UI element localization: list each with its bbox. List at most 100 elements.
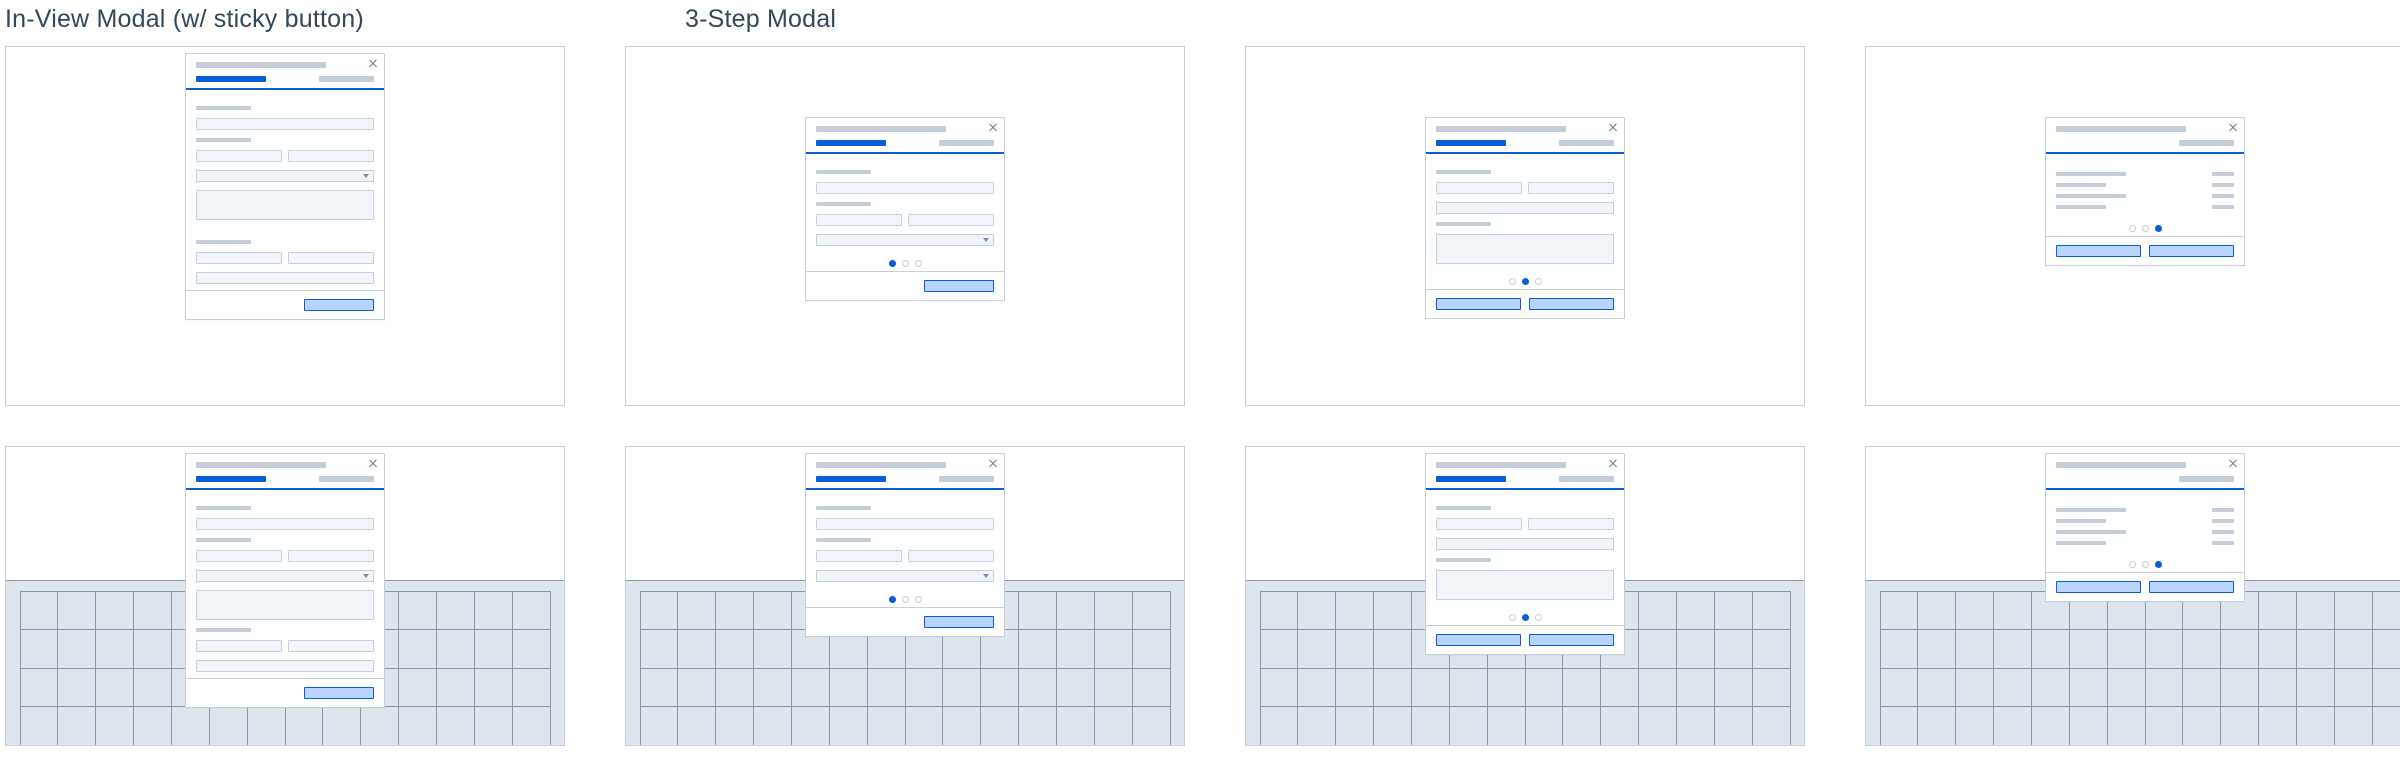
close-icon[interactable]: [988, 122, 998, 132]
keyboard-key[interactable]: [1917, 706, 1956, 746]
textarea-input[interactable]: [196, 190, 374, 220]
text-input[interactable]: [196, 550, 282, 562]
keyboard-key[interactable]: [436, 706, 475, 746]
keyboard-key[interactable]: [980, 706, 1019, 746]
keyboard-key[interactable]: [1373, 706, 1412, 746]
keyboard-key[interactable]: [20, 706, 59, 746]
keyboard-key[interactable]: [791, 668, 830, 708]
submit-button[interactable]: [304, 687, 374, 699]
keyboard-key[interactable]: [474, 668, 513, 708]
keyboard-key[interactable]: [1335, 591, 1374, 631]
keyboard-key[interactable]: [2220, 629, 2259, 669]
keyboard-key[interactable]: [2107, 706, 2146, 746]
keyboard-key[interactable]: [322, 706, 361, 746]
keyboard-key[interactable]: [2069, 629, 2108, 669]
step-dot-1[interactable]: [889, 596, 896, 603]
keyboard-key[interactable]: [1880, 591, 1919, 631]
keyboard-key[interactable]: [95, 706, 134, 746]
select-input[interactable]: [816, 234, 994, 246]
select-input[interactable]: [196, 570, 374, 582]
keyboard-key[interactable]: [715, 668, 754, 708]
next-button[interactable]: [924, 280, 994, 292]
keyboard-key[interactable]: [1676, 629, 1715, 669]
text-input[interactable]: [1436, 182, 1522, 194]
keyboard-key[interactable]: [791, 706, 830, 746]
keyboard-key[interactable]: [1487, 668, 1526, 708]
next-button[interactable]: [1529, 634, 1614, 646]
keyboard-key[interactable]: [209, 706, 248, 746]
secondary-link[interactable]: [1559, 140, 1614, 146]
keyboard-key[interactable]: [1297, 706, 1336, 746]
keyboard-key[interactable]: [2372, 706, 2400, 746]
keyboard-key[interactable]: [1094, 629, 1133, 669]
keyboard-key[interactable]: [1752, 706, 1791, 746]
keyboard-key[interactable]: [2296, 629, 2335, 669]
keyboard-key[interactable]: [1487, 706, 1526, 746]
keyboard-key[interactable]: [2258, 629, 2297, 669]
keyboard-key[interactable]: [1373, 668, 1412, 708]
keyboard-key[interactable]: [133, 668, 172, 708]
keyboard-key[interactable]: [436, 629, 475, 669]
keyboard-key[interactable]: [1335, 668, 1374, 708]
keyboard-key[interactable]: [1993, 668, 2032, 708]
keyboard-key[interactable]: [905, 668, 944, 708]
modal-step1[interactable]: [805, 117, 1005, 301]
close-icon[interactable]: [1608, 458, 1618, 468]
text-input[interactable]: [1436, 518, 1522, 530]
keyboard-key[interactable]: [1562, 668, 1601, 708]
keyboard-key[interactable]: [1094, 668, 1133, 708]
keyboard-key[interactable]: [1132, 591, 1171, 631]
keyboard-key[interactable]: [753, 706, 792, 746]
keyboard-key[interactable]: [2182, 629, 2221, 669]
step-dot-1[interactable]: [2129, 561, 2136, 568]
keyboard-key[interactable]: [2069, 668, 2108, 708]
keyboard-key[interactable]: [1018, 706, 1057, 746]
text-input[interactable]: [288, 640, 374, 652]
keyboard-key[interactable]: [1676, 706, 1715, 746]
keyboard-key[interactable]: [1917, 629, 1956, 669]
back-button[interactable]: [2056, 245, 2141, 257]
keyboard-key[interactable]: [1260, 668, 1299, 708]
keyboard-key[interactable]: [57, 706, 96, 746]
keyboard-key[interactable]: [1714, 706, 1753, 746]
keyboard-key[interactable]: [474, 591, 513, 631]
text-input[interactable]: [908, 214, 994, 226]
keyboard-key[interactable]: [2182, 668, 2221, 708]
keyboard-key[interactable]: [867, 668, 906, 708]
keyboard-key[interactable]: [2031, 668, 2070, 708]
back-button[interactable]: [1436, 634, 1521, 646]
keyboard-key[interactable]: [436, 591, 475, 631]
text-input[interactable]: [1436, 202, 1614, 214]
secondary-link[interactable]: [2179, 476, 2234, 482]
keyboard-key[interactable]: [474, 706, 513, 746]
keyboard-key[interactable]: [1880, 706, 1919, 746]
keyboard-key[interactable]: [1880, 668, 1919, 708]
keyboard-key[interactable]: [2334, 591, 2373, 631]
step-dot-1[interactable]: [1509, 614, 1516, 621]
keyboard-key[interactable]: [20, 668, 59, 708]
text-input[interactable]: [288, 252, 374, 264]
keyboard-key[interactable]: [2334, 629, 2373, 669]
close-icon[interactable]: [368, 458, 378, 468]
keyboard-key[interactable]: [640, 706, 679, 746]
keyboard-key[interactable]: [1373, 629, 1412, 669]
keyboard-key[interactable]: [2258, 706, 2297, 746]
close-icon[interactable]: [2228, 122, 2238, 132]
step-dot-2[interactable]: [1522, 614, 1529, 621]
step-dot-2[interactable]: [902, 596, 909, 603]
secondary-link[interactable]: [939, 476, 994, 482]
keyboard-key[interactable]: [95, 668, 134, 708]
keyboard-key[interactable]: [1752, 668, 1791, 708]
keyboard-key[interactable]: [1638, 706, 1677, 746]
keyboard-key[interactable]: [715, 706, 754, 746]
secondary-link[interactable]: [939, 140, 994, 146]
keyboard-key[interactable]: [640, 629, 679, 669]
text-input[interactable]: [196, 150, 282, 162]
keyboard-key[interactable]: [1018, 591, 1057, 631]
keyboard-key[interactable]: [1411, 706, 1450, 746]
modal-in-view[interactable]: [185, 53, 385, 320]
keyboard-key[interactable]: [398, 591, 437, 631]
keyboard-key[interactable]: [1260, 706, 1299, 746]
keyboard-key[interactable]: [1449, 668, 1488, 708]
secondary-link[interactable]: [319, 76, 374, 82]
